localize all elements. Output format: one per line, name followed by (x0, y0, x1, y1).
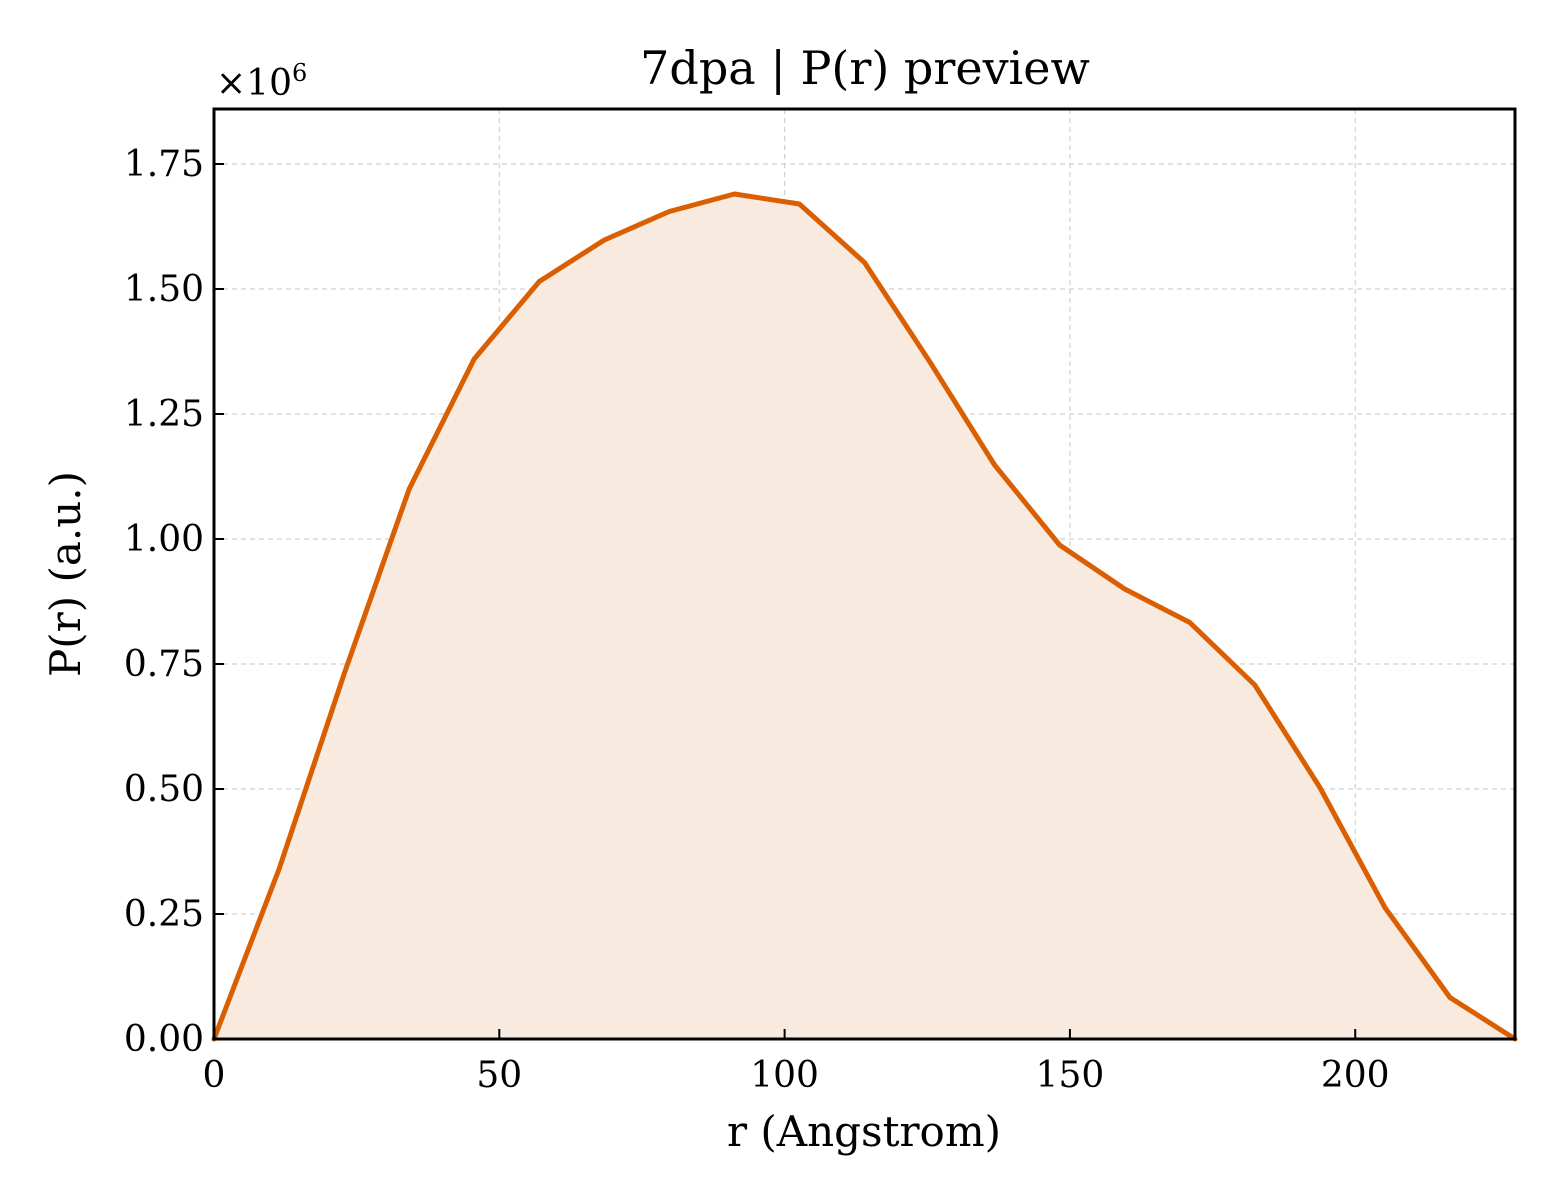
y-offset-exponent: 6 (292, 59, 307, 87)
y-tick-label-2: 0.50 (124, 769, 204, 810)
x-axis-label: r (Angstrom) (727, 1107, 1001, 1156)
plot-frame (212, 107, 1517, 1041)
y-axis-label: P(r) (a.u.) (41, 471, 90, 677)
y-tick-label-1: 0.25 (124, 894, 204, 935)
chart-title: 7dpa | P(r) preview (640, 41, 1090, 95)
y-tick-label-4: 1.00 (124, 519, 204, 560)
series-line (211, 191, 1518, 1042)
area-fill (214, 194, 1515, 1039)
ticks: 0 50 100 150 200 0.00 0.25 0.50 0.75 1.00 1.25 1.50… (124, 144, 1390, 1096)
x-tick-label-4: 200 (1321, 1055, 1390, 1096)
y-tick-label-5: 1.25 (124, 394, 204, 435)
y-tick-label-3: 0.75 (124, 644, 204, 685)
y-offset-text: ×10 (216, 63, 292, 104)
y-tick-label-6: 1.50 (124, 269, 204, 310)
y-tick-label-7: 1.75 (124, 144, 204, 185)
y-offset-label: ×106 (216, 59, 307, 104)
x-tick-label-2: 100 (750, 1055, 819, 1096)
x-tick-label-3: 150 (1036, 1055, 1105, 1096)
x-tick-label-0: 0 (203, 1055, 226, 1096)
x-tick-label-1: 50 (476, 1055, 522, 1096)
y-tick-label-0: 0.00 (124, 1019, 204, 1060)
